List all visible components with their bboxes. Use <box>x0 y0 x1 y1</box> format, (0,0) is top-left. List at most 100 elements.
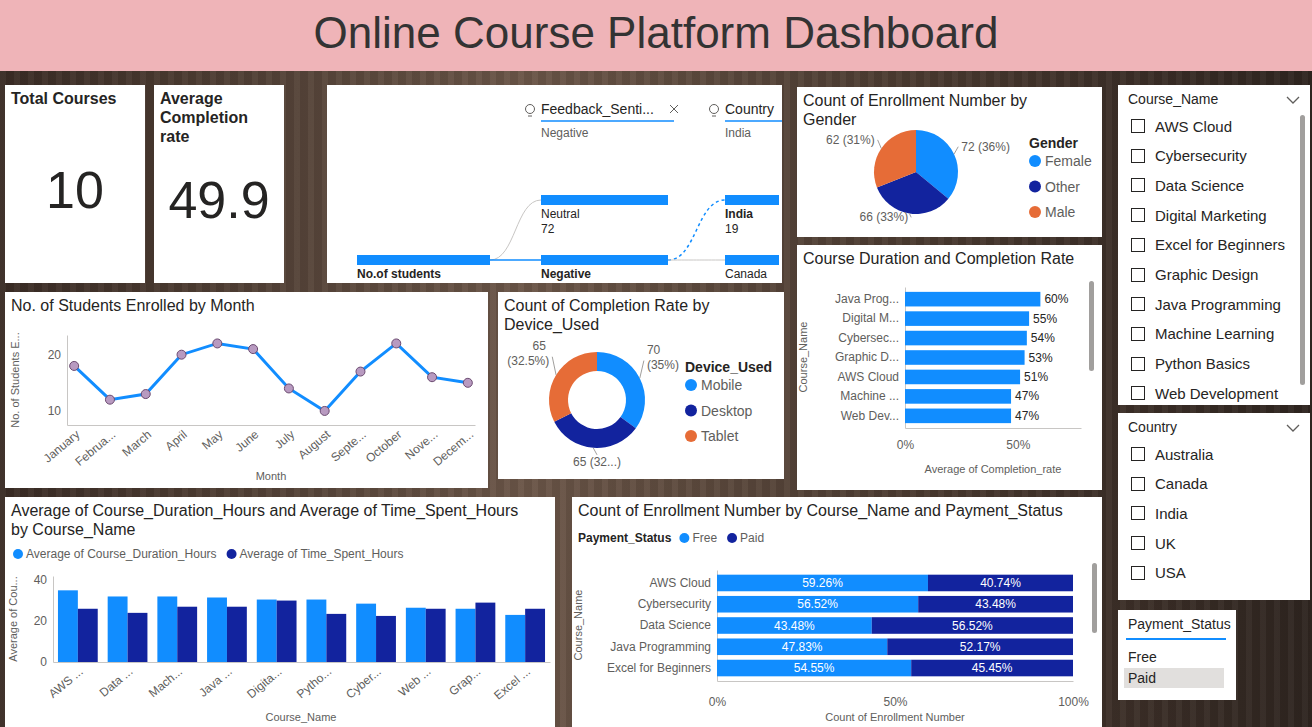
scrollbar[interactable] <box>1092 563 1097 633</box>
slicer-item[interactable]: Digital Marketing <box>1131 205 1267 225</box>
slicer-item[interactable]: USA <box>1131 563 1186 583</box>
scrollbar[interactable] <box>1300 115 1305 385</box>
slicer-checkbox[interactable] <box>1131 357 1145 371</box>
slicer: Course_NameAWS CloudCybersecurityData Sc… <box>1118 85 1310 405</box>
close-icon[interactable] <box>670 105 678 113</box>
slicer-item-label: Web Development <box>1155 385 1278 402</box>
slicer-checkbox[interactable] <box>1131 447 1145 461</box>
tick-label: Machine ... <box>840 389 899 403</box>
tree-connector <box>668 260 725 261</box>
node-bar[interactable] <box>725 255 779 265</box>
tick: Decem... <box>430 427 476 469</box>
tick: AWS Cloud <box>837 370 899 384</box>
tick: Cybersec... <box>838 331 899 345</box>
tick-label: Digita... <box>244 664 284 701</box>
node-bar[interactable] <box>541 195 668 205</box>
slicer-item-label: Australia <box>1155 446 1213 463</box>
slicer-checkbox[interactable] <box>1131 506 1145 520</box>
panel-title: Count of Completion Rate by Device_Used <box>504 296 778 334</box>
card-value: 49.9 <box>154 170 284 230</box>
slicer-checkbox[interactable] <box>1131 268 1145 282</box>
tick-label: 50% <box>883 695 907 709</box>
legend-label: Desktop <box>701 403 753 419</box>
point <box>70 361 79 370</box>
slicer-item-label: India <box>1155 505 1188 522</box>
close-stroke <box>670 105 678 113</box>
slicer-item[interactable]: Data Science <box>1131 175 1244 195</box>
slicer-item[interactable]: Machine Learning <box>1131 324 1274 344</box>
node-bar[interactable] <box>725 195 779 205</box>
slicer-checkbox[interactable] <box>1131 386 1145 400</box>
node-value: 72 <box>541 222 555 236</box>
slicer-item-label: Data Science <box>1155 177 1244 194</box>
slicer-item[interactable]: AWS Cloud <box>1131 116 1232 136</box>
slicer-item[interactable]: Web Development <box>1131 383 1278 403</box>
tick-label: Cyber... <box>343 664 384 701</box>
bar-segment <box>872 617 1073 634</box>
node-label: Negative <box>541 267 591 281</box>
slicer-checkbox[interactable] <box>1131 149 1145 163</box>
slicer-item[interactable]: Python Basics <box>1131 354 1250 374</box>
line <box>74 343 468 411</box>
slicer-checkbox[interactable] <box>1131 327 1145 341</box>
tick-label: Pytho... <box>294 664 334 701</box>
tick: 20 <box>34 614 48 628</box>
node-bar[interactable] <box>357 255 490 265</box>
slicer-checkbox[interactable] <box>1131 297 1145 311</box>
slicer-chevron[interactable] <box>1286 95 1300 105</box>
slicer-item[interactable]: Australia <box>1131 444 1213 464</box>
data-label: 51% <box>1024 370 1048 384</box>
slicer-item[interactable]: Excel for Beginners <box>1131 235 1285 255</box>
axis-line <box>68 425 476 426</box>
slicer-item[interactable]: Graphic Design <box>1131 265 1258 285</box>
node-value: 19 <box>725 222 739 236</box>
tick: June <box>232 427 261 455</box>
slicer-item[interactable]: Java Programming <box>1131 294 1281 314</box>
data-label: 53% <box>1029 351 1053 365</box>
bulb-glass <box>526 105 535 114</box>
slicer-item[interactable]: UK <box>1131 533 1176 553</box>
axis: AWS CloudCybersecurityData ScienceJava P… <box>607 571 718 682</box>
slicer-item[interactable]: Cybersecurity <box>1131 146 1247 166</box>
slicer-item[interactable]: Free <box>1124 647 1224 667</box>
axis-title: Course_Name <box>266 711 337 723</box>
bar <box>128 613 148 662</box>
tick-label: Web Dev... <box>841 409 899 423</box>
slicer-chevron[interactable] <box>1286 423 1300 433</box>
tick: AWS Cloud <box>649 576 711 590</box>
tick-label: 20 <box>34 614 48 628</box>
slicer-checkbox[interactable] <box>1131 208 1145 222</box>
slicer-checkbox[interactable] <box>1131 119 1145 133</box>
slicer-checkbox[interactable] <box>1131 178 1145 192</box>
bar <box>456 609 476 662</box>
slicer-checkbox[interactable] <box>1131 477 1145 491</box>
scrollbar[interactable] <box>1089 281 1094 371</box>
bar <box>905 389 1011 404</box>
axis-title: Count of Enrollment Number <box>825 711 965 723</box>
data-label: 56.52% <box>797 597 838 611</box>
legend-marker <box>1029 206 1041 218</box>
slicer-item[interactable]: India <box>1131 503 1188 523</box>
title-bar: Online Course Platform Dashboard <box>0 0 1312 71</box>
bar <box>905 350 1025 365</box>
tick: Digita... <box>244 664 284 701</box>
axis-title: Course_Name <box>572 590 584 661</box>
bulb-icon <box>526 105 535 117</box>
point <box>428 373 437 382</box>
tick-label: Data Science <box>640 618 712 632</box>
slicer-item-label: Graphic Design <box>1155 266 1258 283</box>
slicer-item[interactable]: Canada <box>1131 474 1208 494</box>
slicer-checkbox[interactable] <box>1131 238 1145 252</box>
slicer-checkbox[interactable] <box>1131 566 1145 580</box>
tick: Cybersecurity <box>638 597 711 611</box>
bar <box>505 615 525 662</box>
tick: May <box>199 427 225 452</box>
axis-line <box>906 428 1082 429</box>
tree-connector <box>490 200 541 260</box>
tick: Java Prog... <box>835 292 899 306</box>
leader-line <box>909 213 911 217</box>
slicer-checkbox[interactable] <box>1131 536 1145 550</box>
node-bar[interactable] <box>541 255 668 265</box>
tick: Februa... <box>72 427 118 469</box>
slicer-item[interactable]: Paid <box>1124 668 1224 688</box>
